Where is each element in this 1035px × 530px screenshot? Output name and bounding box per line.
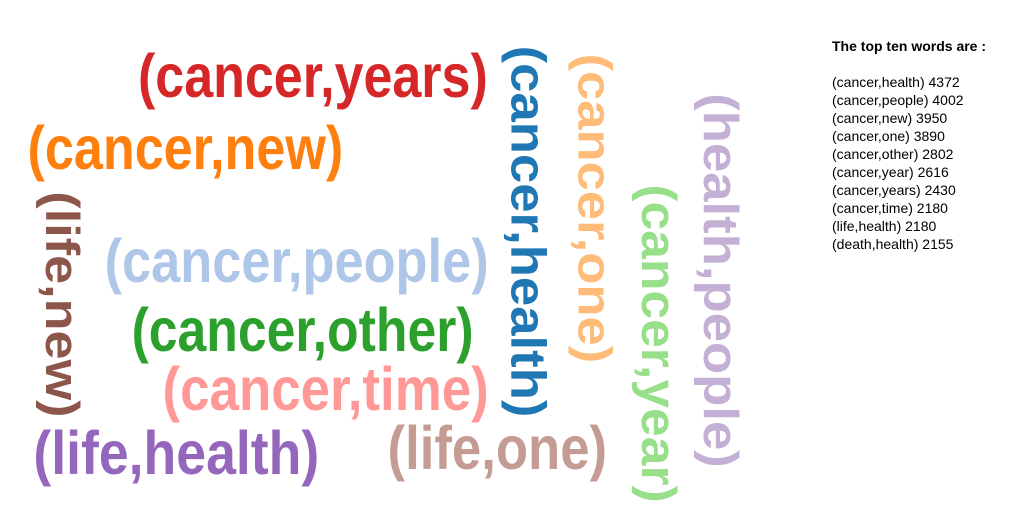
word-life-one: (life,one) [387,414,607,483]
word-life-new: (life,new) [35,190,88,417]
word-health-people: (health,people) [693,92,750,468]
list-item: (cancer,one) 3890 [832,128,945,144]
word-cancer-one: (cancer,one) [568,52,621,363]
word-life-health: (life,health) [32,419,319,488]
word-cancer-people: (cancer,people) [104,227,489,296]
list-item: (cancer,years) 2430 [832,182,956,198]
list-item: (life,health) 2180 [832,218,937,234]
list-item: (cancer,health) 4372 [832,74,960,90]
panel-title: The top ten words are : [832,38,987,54]
word-cloud: (cancer,years) (cancer,new) (life,new) (… [27,42,750,503]
list-item: (cancer,year) 2616 [832,164,949,180]
word-cancer-time: (cancer,time) [162,355,489,424]
word-cancer-new: (cancer,new) [27,114,343,183]
list-item: (cancer,time) 2180 [832,200,948,216]
list-item: (cancer,other) 2802 [832,146,954,162]
word-cancer-other: (cancer,other) [131,296,474,365]
list-item: (cancer,new) 3950 [832,110,948,126]
word-cancer-health: (cancer,health) [501,45,557,417]
word-cancer-years: (cancer,years) [137,42,488,111]
word-cancer-year: (cancer,year) [631,183,688,503]
top-words-panel: The top ten words are : (cancer,health) … [832,37,986,253]
list-item: (death,health) 2155 [832,236,954,252]
list-item: (cancer,people) 4002 [832,92,964,108]
